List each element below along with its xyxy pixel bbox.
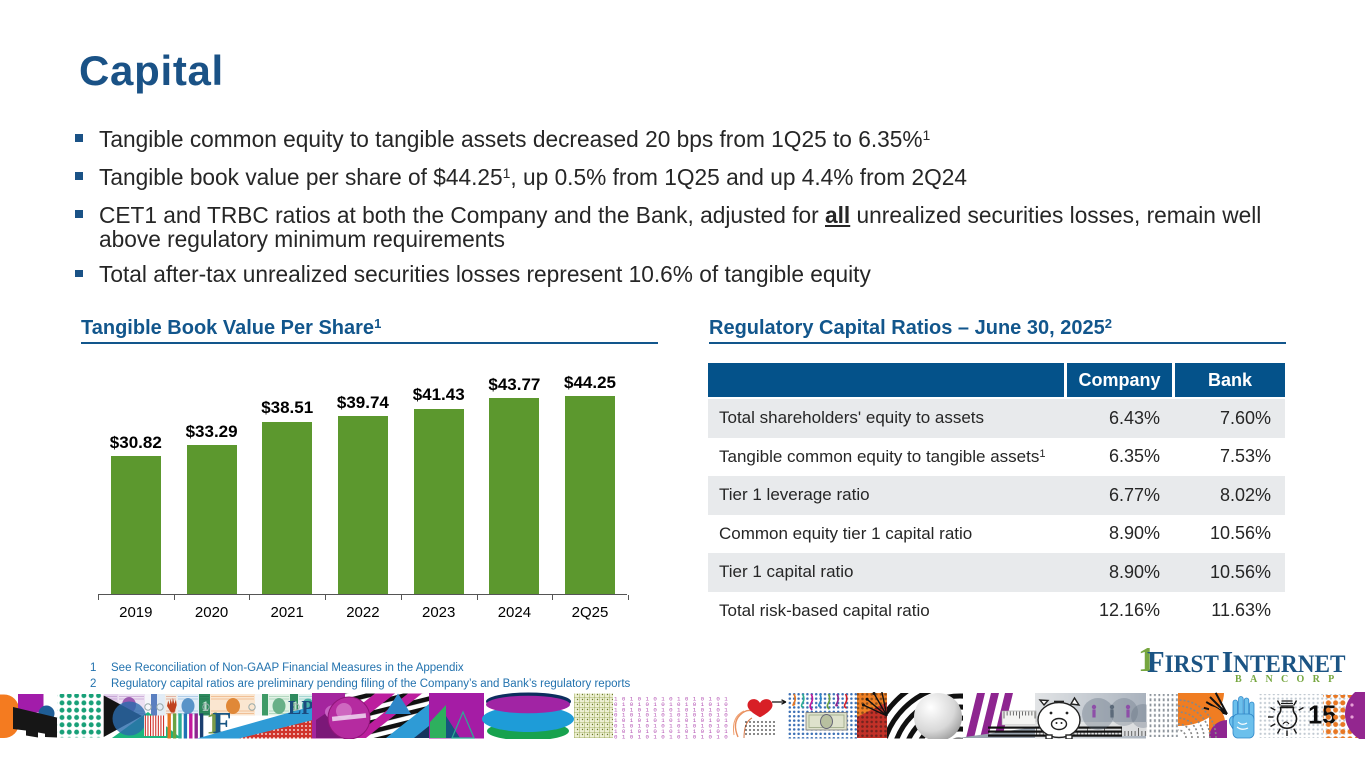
svg-text:010101010101010: 010101010101010	[614, 712, 732, 719]
svg-text:010101010101010: 010101010101010	[614, 733, 732, 739]
svg-text:101010101010101: 101010101010101	[614, 728, 732, 735]
svg-text:010101010101010: 010101010101010	[614, 723, 732, 730]
svg-text:1: 1	[206, 705, 222, 740]
svg-text:101010101010101: 101010101010101	[614, 706, 732, 713]
svg-text:LP: LP	[288, 697, 314, 719]
svg-text:101010101010101: 101010101010101	[614, 717, 732, 724]
svg-text:101010101010101: 101010101010101	[614, 696, 732, 703]
svg-text:1: 1	[202, 699, 210, 715]
svg-text:010101010101010: 010101010101010	[614, 701, 732, 708]
svg-text:1: 1	[292, 699, 300, 715]
